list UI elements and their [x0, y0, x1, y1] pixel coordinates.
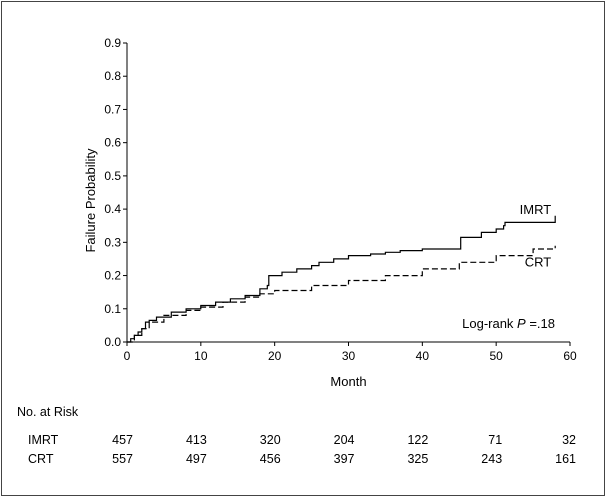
at-risk-value: 497: [185, 452, 207, 466]
at-risk-value: 71: [488, 433, 503, 447]
x-tick-label: 30: [342, 349, 356, 363]
at-risk-value: 161: [555, 452, 576, 466]
at-risk-title: No. at Risk: [17, 405, 79, 419]
chart-labels: IMRT CRT Log-rank P =.18: [462, 202, 555, 331]
at-risk-value: 32: [562, 433, 576, 447]
x-tick-label: 20: [268, 349, 282, 363]
y-tick-label: 0.1: [104, 302, 121, 316]
x-tick-label: 40: [416, 349, 430, 363]
y-tick-label: 0.9: [104, 36, 121, 50]
x-axis-label: Month: [330, 374, 366, 389]
y-tick-label: 0.2: [104, 269, 121, 283]
at-risk-value: 557: [112, 452, 133, 466]
at-risk-value: 325: [407, 452, 429, 466]
y-tick-label: 0.8: [104, 69, 121, 83]
at-risk-value: 243: [481, 452, 503, 466]
y-tick-label: 0.7: [104, 102, 121, 116]
y-tick-label: 0.0: [104, 335, 121, 349]
series-label-crt: CRT: [525, 255, 552, 270]
at-risk-row-label: CRT: [28, 452, 54, 466]
y-tick-label: 0.5: [104, 169, 121, 183]
y-tick-label: 0.3: [104, 235, 121, 249]
y-axis-label: Failure Probability: [83, 148, 98, 253]
x-tick-label: 0: [124, 349, 131, 363]
x-tick-label: 50: [489, 349, 503, 363]
chart-axes: 0.0 0.1 0.2 0.3 0.4 0.5 0.6 0.7 0.8 0.9 0 10 20 30 40 5…: [83, 36, 577, 389]
chart-series: [127, 215, 556, 343]
at-risk-value: 456: [259, 452, 281, 466]
at-risk-value: 320: [259, 433, 281, 447]
at-risk-value: 457: [112, 433, 133, 447]
x-tick-label: 10: [194, 349, 208, 363]
series-line-crt: [127, 245, 556, 343]
at-risk-row-label: IMRT: [28, 433, 59, 447]
series-label-imrt: IMRT: [520, 202, 552, 217]
at-risk-value: 397: [333, 452, 355, 466]
at-risk-value: 204: [333, 433, 355, 447]
log-rank-annotation: Log-rank P =.18: [462, 316, 555, 331]
y-tick-label: 0.6: [104, 136, 121, 150]
at-risk-value: 122: [407, 433, 429, 447]
y-tick-label: 0.4: [104, 202, 121, 216]
series-line-imrt: [127, 215, 556, 343]
at-risk-value: 413: [185, 433, 207, 447]
x-tick-label: 60: [563, 349, 577, 363]
